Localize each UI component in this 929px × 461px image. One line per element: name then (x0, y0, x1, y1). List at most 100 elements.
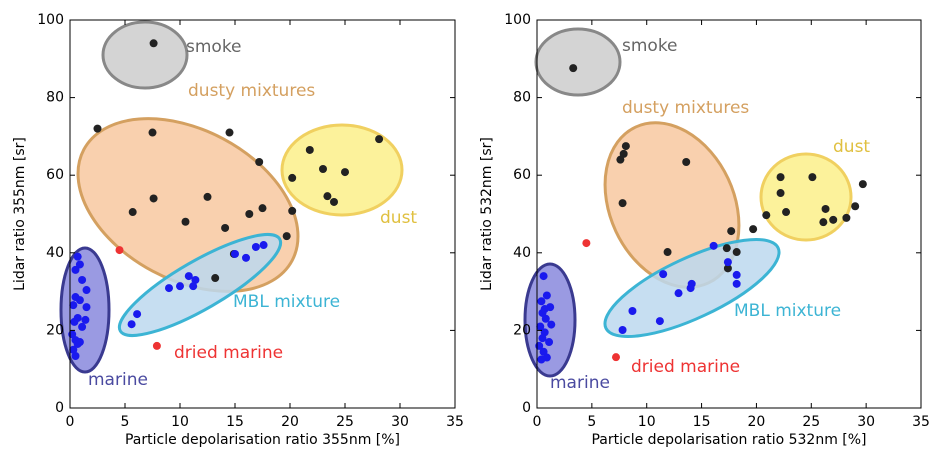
point (819, 218, 828, 227)
point (231, 249, 239, 258)
point (851, 202, 860, 211)
point (782, 208, 791, 217)
point (582, 239, 591, 248)
point (75, 338, 84, 347)
point (545, 338, 554, 347)
point (221, 223, 230, 232)
y-tick-label: 100 (37, 12, 64, 28)
x-tick-label: 30 (391, 414, 409, 430)
point (330, 197, 338, 206)
point (69, 301, 78, 310)
point (70, 317, 79, 326)
y-tick-label: 40 (46, 245, 64, 261)
point (71, 352, 80, 361)
point (540, 305, 549, 314)
point (203, 192, 212, 201)
point (288, 206, 297, 215)
point (537, 297, 546, 306)
point (616, 155, 625, 164)
point (547, 320, 556, 329)
region-label: dusty mixtures (188, 81, 315, 101)
point (127, 320, 136, 329)
x-tick-label: 15 (226, 414, 244, 430)
panel: smoke dusty mixtures dust MBL mixture dried … (12, 12, 464, 448)
y-tick-label: 80 (46, 90, 64, 106)
x-tick-label: 25 (336, 414, 354, 430)
point (133, 310, 142, 319)
point (81, 315, 90, 324)
point (762, 211, 771, 220)
point (829, 215, 838, 224)
point (78, 322, 87, 331)
point (211, 274, 220, 283)
point (732, 248, 741, 257)
region-label: marine (550, 373, 610, 393)
point (723, 264, 732, 273)
point (621, 142, 630, 151)
point (259, 241, 268, 250)
region-label: marine (88, 370, 148, 390)
point (184, 272, 193, 281)
point (128, 208, 137, 217)
x-tick-label: 15 (693, 414, 711, 430)
point (225, 128, 234, 137)
point (149, 39, 158, 48)
point (538, 334, 547, 343)
point (808, 173, 817, 182)
point (682, 158, 691, 167)
x-tick-label: 20 (281, 414, 299, 430)
point (619, 149, 628, 158)
region-label: dust (380, 208, 417, 228)
point (319, 164, 327, 173)
region-label: dried marine (631, 357, 740, 377)
point (73, 252, 82, 261)
y-tick-label: 40 (513, 245, 531, 261)
point (723, 258, 732, 267)
point (258, 204, 267, 213)
point (149, 194, 158, 203)
y-tick-label: 60 (46, 167, 64, 183)
point (71, 265, 80, 274)
y-axis-label: Lidar ratio 532nm [sr] (479, 137, 495, 291)
point (245, 210, 254, 218)
point (776, 173, 785, 182)
y-tick-label: 80 (513, 90, 531, 106)
region (101, 20, 189, 90)
point (305, 145, 314, 154)
region-label: MBL mixture (233, 292, 340, 312)
region-label: MBL mixture (734, 301, 841, 321)
point (165, 284, 173, 293)
point (727, 227, 736, 236)
point (82, 286, 91, 295)
x-tick-label: 5 (121, 414, 130, 430)
point (542, 291, 551, 300)
point (618, 326, 627, 335)
point (842, 213, 851, 222)
region-label: smoke (622, 36, 678, 56)
point (732, 279, 741, 288)
x-axis-label: Particle depolarisation ratio 355nm [%] (125, 432, 400, 448)
region (117, 233, 283, 337)
region-label: dried marine (174, 343, 283, 363)
x-tick-label: 30 (857, 414, 875, 430)
x-tick-label: 10 (638, 414, 656, 430)
point (722, 244, 731, 253)
point (152, 341, 161, 350)
point (569, 64, 578, 73)
region-label: smoke (186, 37, 242, 57)
x-tick-label: 35 (912, 414, 929, 430)
point (75, 260, 84, 269)
point (732, 270, 741, 279)
point (687, 279, 696, 288)
point (288, 173, 297, 182)
point (82, 303, 91, 312)
point (858, 180, 867, 189)
point (628, 307, 637, 315)
x-tick-label: 0 (66, 414, 75, 430)
y-tick-label: 100 (504, 12, 531, 28)
region-label: dust (833, 137, 870, 157)
x-tick-label: 5 (587, 414, 596, 430)
point (539, 272, 548, 281)
y-tick-label: 0 (522, 400, 531, 416)
